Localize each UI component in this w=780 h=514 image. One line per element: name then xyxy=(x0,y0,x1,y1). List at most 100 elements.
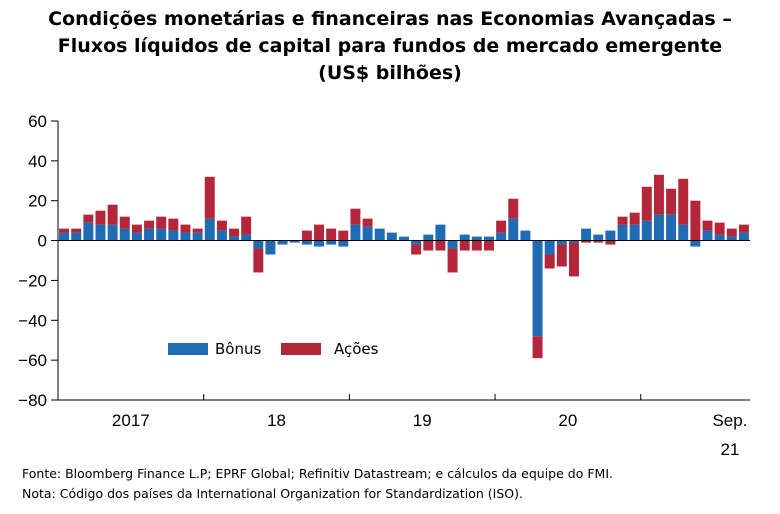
bar-bonds-2019-01 xyxy=(350,224,361,241)
x-tick-label: 19 xyxy=(413,411,432,430)
bar-bonds-2019-11 xyxy=(471,236,482,241)
bar-equities-2018-09 xyxy=(301,230,312,241)
bar-equities-2021-02 xyxy=(653,174,664,215)
y-tick-label: 60 xyxy=(28,112,47,131)
legend: Bônus Ações xyxy=(168,340,379,358)
bar-equities-2018-10 xyxy=(314,224,324,241)
bar-bonds-2019-04 xyxy=(386,232,397,241)
x-tick-label: 2017 xyxy=(112,411,150,430)
bar-equities-2019-06 xyxy=(411,244,422,255)
bar-equities-2017-09 xyxy=(156,216,167,229)
bar-bonds-2017-03 xyxy=(83,222,94,241)
bar-bonds-2018-07 xyxy=(277,240,288,245)
bar-bonds-2020-07 xyxy=(568,240,579,243)
bar-equities-2019-07 xyxy=(423,240,434,251)
bar-bonds-2021-07 xyxy=(714,234,725,241)
bar-equities-2019-01 xyxy=(350,208,361,225)
bar-bonds-2018-08 xyxy=(289,240,300,243)
bar-bonds-2019-07 xyxy=(423,234,434,241)
bar-bonds-2017-12 xyxy=(192,232,203,241)
bar-bonds-2019-12 xyxy=(484,236,494,241)
bar-bonds-2020-04 xyxy=(532,240,543,337)
bar-equities-2017-01 xyxy=(59,228,70,233)
bar-bonds-2020-03 xyxy=(520,230,531,241)
bar-equities-2017-05 xyxy=(107,204,118,225)
bar-bonds-2017-11 xyxy=(180,232,191,241)
nomenclature-note: Nota: Código dos países da International… xyxy=(22,486,523,501)
bar-equities-2020-12 xyxy=(629,212,640,225)
bar-bonds-2017-04 xyxy=(95,224,106,241)
bar-bonds-2020-10 xyxy=(605,230,616,241)
bar-equities-2017-11 xyxy=(180,224,191,233)
bar-bonds-2018-09 xyxy=(301,240,312,245)
bar-equities-2017-12 xyxy=(192,228,203,233)
bar-equities-2020-07 xyxy=(568,242,579,277)
bar-bonds-2019-09 xyxy=(447,240,458,249)
bar-bonds-2021-02 xyxy=(653,214,664,241)
bar-equities-2019-11 xyxy=(471,240,482,251)
bar-equities-2021-05 xyxy=(690,200,701,241)
legend-label-bonds: Bônus xyxy=(215,340,261,358)
bar-equities-2018-01 xyxy=(204,176,215,219)
bar-bonds-2019-08 xyxy=(435,224,446,241)
legend-label-equities: Ações xyxy=(334,340,379,358)
bar-bonds-2020-02 xyxy=(508,218,519,241)
chart-title-line-2: Fluxos líquidos de capital para fundos d… xyxy=(57,35,723,57)
bar-bonds-2018-06 xyxy=(265,240,276,255)
bar-equities-2019-10 xyxy=(459,240,470,251)
bar-bonds-2021-04 xyxy=(678,224,689,241)
bar-bonds-2020-09 xyxy=(593,234,604,241)
bar-equities-2021-08 xyxy=(726,228,737,237)
bar-equities-2021-06 xyxy=(702,220,713,231)
bar-bonds-2018-01 xyxy=(204,218,215,241)
bar-bonds-2021-08 xyxy=(726,236,737,241)
bar-equities-2017-07 xyxy=(131,224,142,233)
bar-bonds-2017-01 xyxy=(59,232,70,241)
bar-equities-2018-02 xyxy=(216,220,227,231)
bar-equities-2020-08 xyxy=(581,240,592,243)
bar-equities-2017-08 xyxy=(144,220,155,229)
bar-equities-2017-06 xyxy=(119,216,130,229)
bar-equities-2018-05 xyxy=(253,248,264,273)
bar-bonds-2018-03 xyxy=(229,236,240,241)
bar-bonds-2019-05 xyxy=(399,236,409,241)
bar-equities-2020-01 xyxy=(496,220,507,233)
bar-equities-2017-03 xyxy=(83,214,94,223)
bar-equities-2018-11 xyxy=(326,228,337,241)
y-tick-label: −80 xyxy=(18,391,47,410)
bar-bonds-2021-05 xyxy=(690,240,701,247)
bar-bonds-2019-02 xyxy=(362,226,373,241)
x-tick-label: 20 xyxy=(558,411,577,430)
bar-bonds-2017-05 xyxy=(107,224,118,241)
bar-equities-2019-09 xyxy=(447,248,458,273)
chart-title-line-1: Condições monetárias e financeiras nas E… xyxy=(48,8,732,30)
bar-equities-2017-02 xyxy=(71,228,82,233)
bar-bonds-2020-12 xyxy=(629,224,640,241)
bar-equities-2021-03 xyxy=(666,188,677,215)
bar-equities-2020-05 xyxy=(544,254,555,269)
bar-bonds-2018-05 xyxy=(253,240,264,249)
source-note: Fonte: Bloomberg Finance L.P; EPRF Globa… xyxy=(22,466,613,481)
bar-bonds-2020-05 xyxy=(544,240,555,255)
bar-equities-2019-02 xyxy=(362,218,373,227)
y-tick-label: 40 xyxy=(28,152,47,171)
bar-equities-2021-01 xyxy=(641,186,652,221)
bar-equities-2017-10 xyxy=(168,218,179,231)
bar-equities-2021-04 xyxy=(678,178,689,225)
bar-bonds-2018-11 xyxy=(326,240,337,245)
y-tick-label: −20 xyxy=(18,271,47,290)
legend-swatch-bonds xyxy=(168,343,208,355)
x-tick-sublabel: 21 xyxy=(720,440,739,459)
y-tick-label: −40 xyxy=(18,311,47,330)
bar-equities-2018-03 xyxy=(229,228,240,237)
bar-bonds-2020-01 xyxy=(496,232,507,241)
bar-equities-2017-04 xyxy=(95,210,106,225)
bar-equities-2020-06 xyxy=(556,244,567,267)
legend-swatch-equities xyxy=(281,343,321,355)
bar-bonds-2020-11 xyxy=(617,224,628,241)
bar-equities-2020-02 xyxy=(508,198,519,219)
bar-bonds-2021-06 xyxy=(702,230,713,241)
bar-bonds-2019-10 xyxy=(459,234,470,241)
bar-equities-2020-11 xyxy=(617,216,628,225)
